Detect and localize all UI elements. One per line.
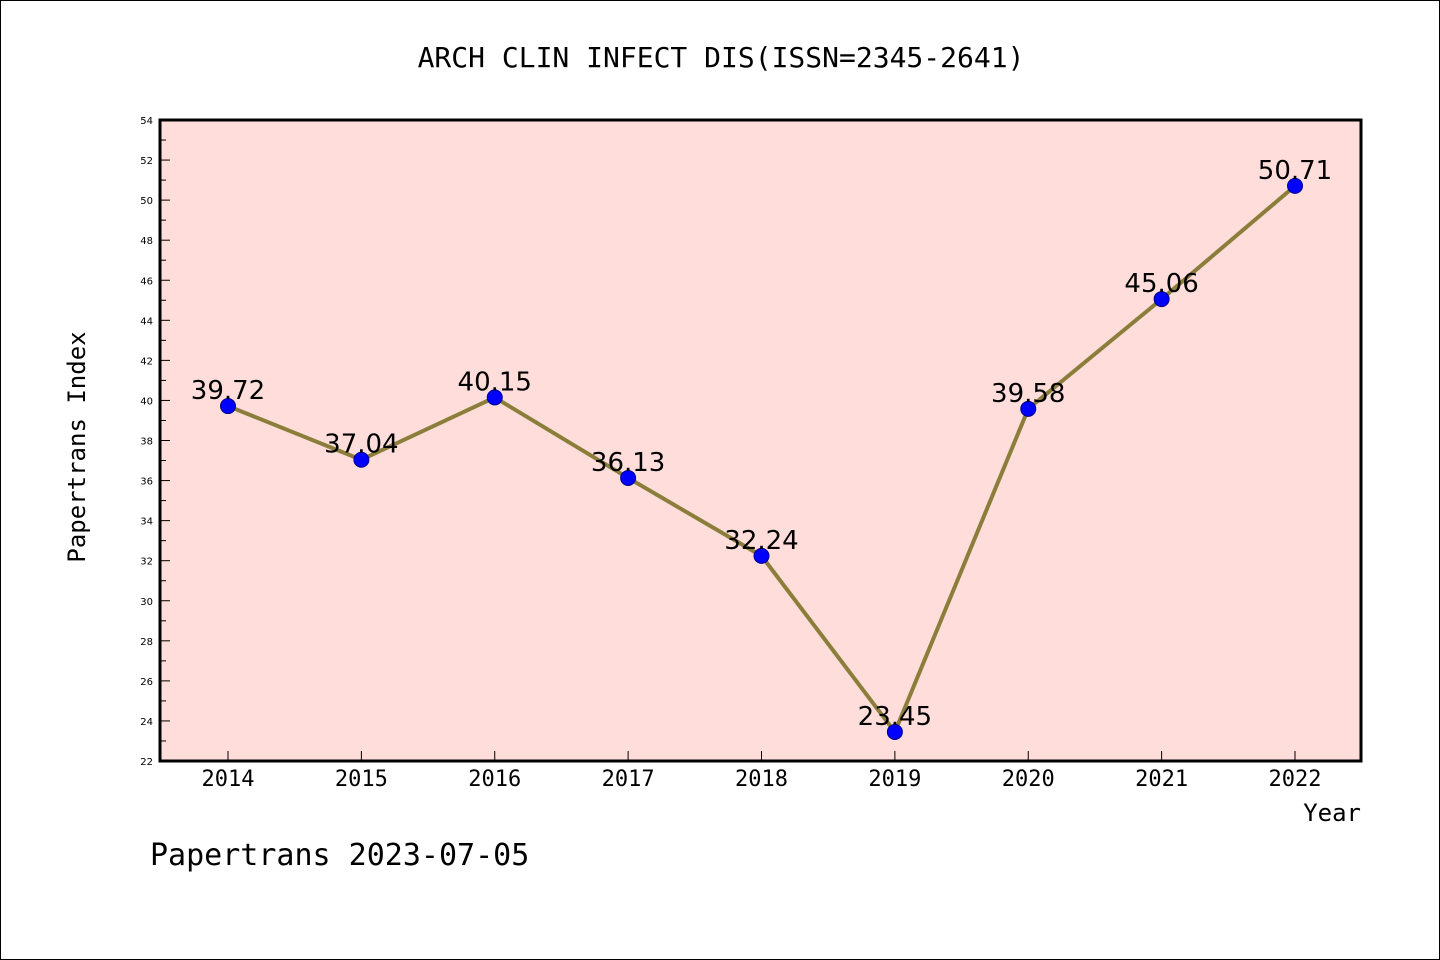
x-tick-label: 2019 — [868, 767, 921, 792]
y-tick-label: 32 — [140, 557, 153, 568]
y-tick-label: 44 — [140, 316, 153, 327]
x-tick-label: 2015 — [335, 767, 388, 792]
x-tick-label: 2022 — [1269, 767, 1322, 792]
y-tick-label: 26 — [140, 677, 153, 688]
data-point — [753, 547, 770, 564]
data-label: 32.24 — [724, 526, 798, 556]
data-label: 36.13 — [591, 448, 665, 478]
y-tick-label: 38 — [140, 437, 153, 448]
y-axis-ticks: 22 24 26 28 30 32 34 36 38 40 42 44 46 48 50 52 54 — [140, 116, 170, 768]
x-tick-label: 2017 — [602, 767, 655, 792]
data-point — [1287, 177, 1303, 194]
data-point — [886, 723, 903, 740]
data-label: 23.45 — [858, 702, 932, 732]
y-tick-label: 24 — [140, 717, 153, 728]
data-label: 37.04 — [324, 430, 398, 460]
plot-area — [160, 120, 1361, 761]
series: 39.72 37.04 40.15 36.13 32.24 23.45 39.58 45.06… — [191, 156, 1332, 740]
data-label: 39.58 — [991, 379, 1065, 409]
x-tick-label: 2021 — [1135, 767, 1188, 792]
y-tick-label: 46 — [140, 276, 153, 287]
data-point — [220, 398, 236, 415]
data-label: 50.71 — [1258, 156, 1332, 186]
x-tick-label: 2020 — [1002, 767, 1055, 792]
data-point — [486, 389, 503, 406]
plot-frame — [158, 118, 1363, 763]
y-tick-label: 28 — [140, 637, 153, 648]
x-tick-label: 2018 — [735, 767, 788, 792]
y-axis-title: Papertrans Index — [63, 331, 91, 562]
x-tick-label: 2016 — [468, 767, 521, 792]
data-label: 39.72 — [191, 376, 265, 406]
data-point — [1020, 400, 1037, 417]
y-tick-label: 34 — [140, 517, 153, 528]
data-label: 45.06 — [1124, 269, 1198, 299]
data-label: 40.15 — [458, 367, 532, 397]
y-tick-label: 48 — [140, 236, 153, 247]
y-tick-label: 30 — [140, 597, 153, 608]
data-point — [1153, 291, 1170, 308]
y-tick-label: 40 — [140, 396, 153, 407]
x-tick-label: 2014 — [202, 767, 255, 792]
y-tick-label: 50 — [140, 196, 153, 207]
data-point — [353, 451, 370, 468]
x-axis-title: Year — [1303, 799, 1361, 827]
y-tick-label: 36 — [140, 477, 153, 488]
chart-title: ARCH CLIN INFECT DIS(ISSN=2345-2641) — [418, 41, 1025, 74]
x-axis-ticks: 2014 2015 2016 2017 2018 2019 2020 2021 2022 — [202, 751, 1322, 792]
y-tick-label: 22 — [140, 757, 153, 768]
y-tick-label: 42 — [140, 356, 153, 367]
y-tick-label: 54 — [140, 116, 153, 127]
y-tick-label: 52 — [140, 156, 153, 167]
data-point — [620, 469, 637, 486]
footer-text: Papertrans 2023-07-05 — [150, 838, 529, 873]
